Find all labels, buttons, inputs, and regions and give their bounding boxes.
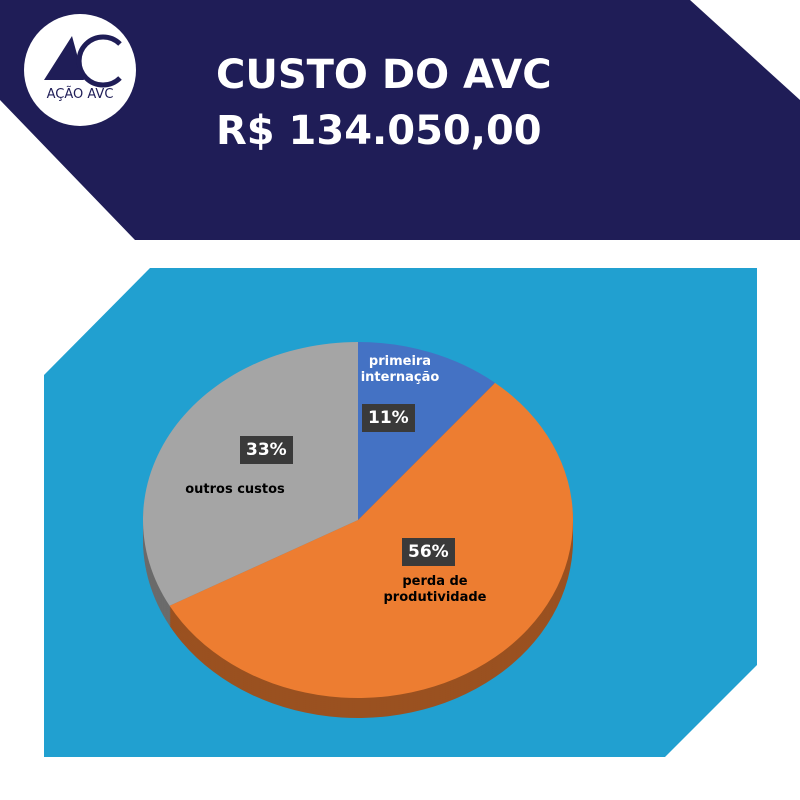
title: CUSTO DO AVC xyxy=(216,52,552,98)
pie-slice xyxy=(143,342,358,606)
category-label: primeira internação xyxy=(360,354,440,385)
pie-slice xyxy=(169,382,573,698)
value-label: 33% xyxy=(240,436,293,464)
logo-a xyxy=(44,36,84,80)
header-band xyxy=(0,0,800,240)
category-label: perda de produtividade xyxy=(383,574,487,605)
value-label: 56% xyxy=(402,538,455,566)
logo-text: AÇÃO AVC xyxy=(47,86,114,102)
value-label: 11% xyxy=(362,404,415,432)
subtitle: R$ 134.050,00 xyxy=(216,108,542,154)
category-label: outros custos xyxy=(185,482,285,497)
logo-c xyxy=(76,34,122,88)
pie-slice xyxy=(358,342,496,520)
